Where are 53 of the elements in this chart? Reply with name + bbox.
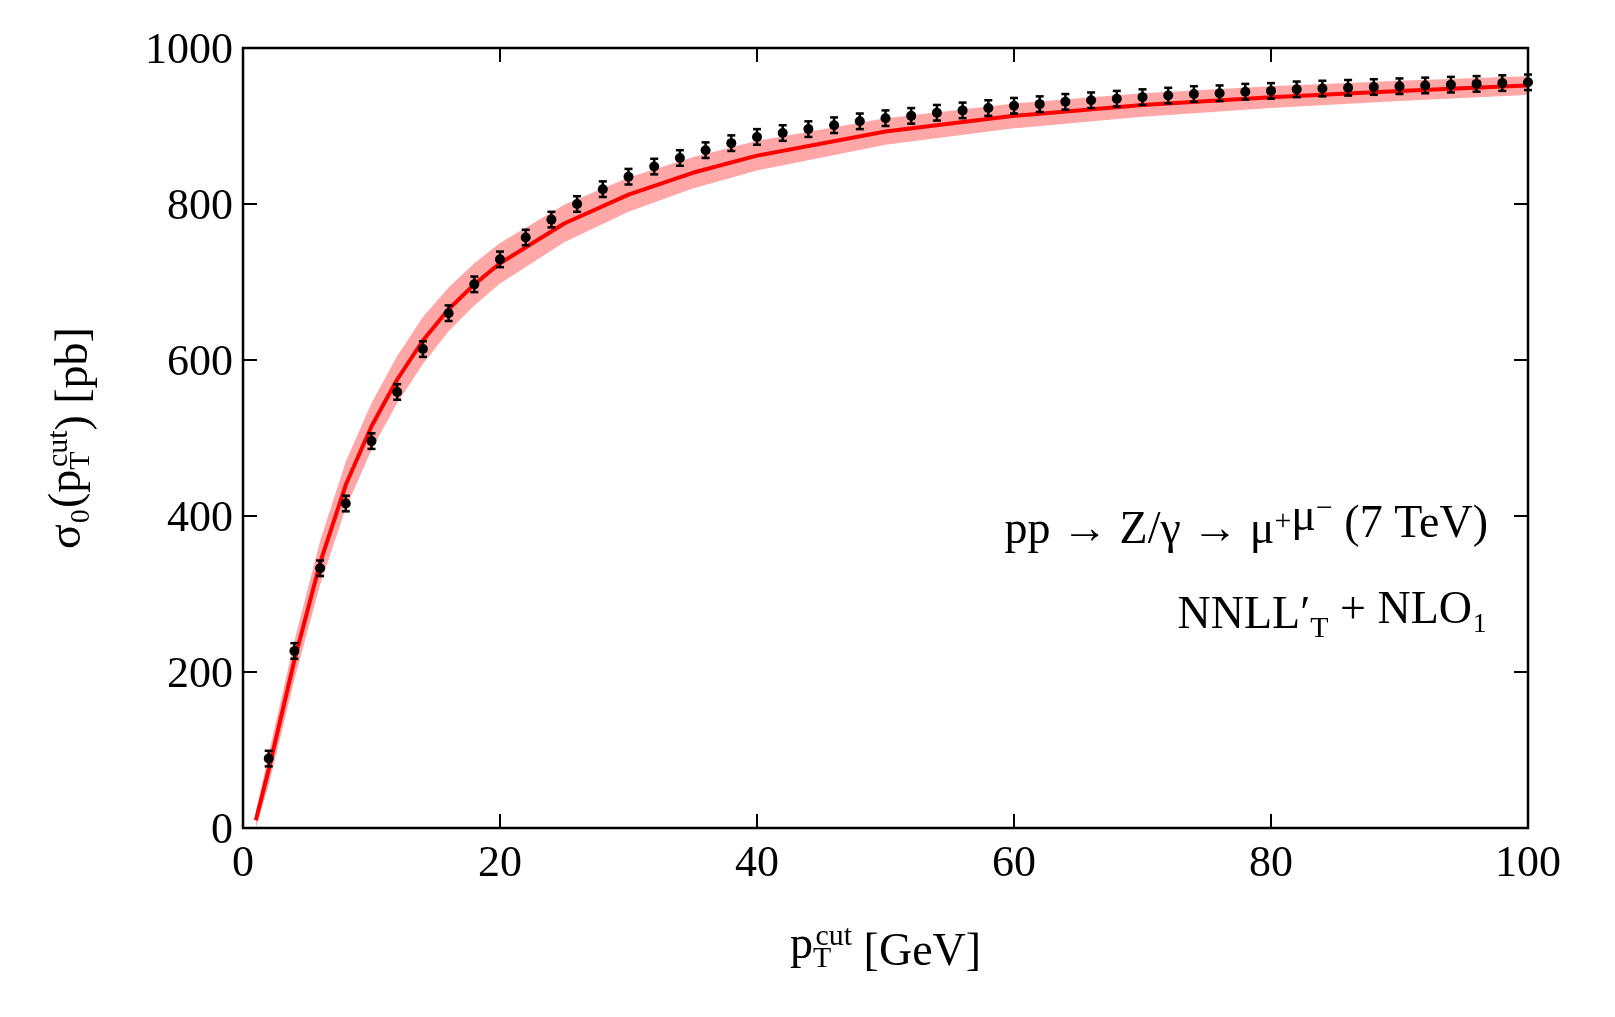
y-tick-label: 0 — [211, 804, 233, 854]
point — [906, 110, 917, 121]
point — [1394, 81, 1405, 92]
point — [417, 344, 428, 355]
point — [520, 232, 531, 243]
point — [880, 113, 891, 124]
y-tick-label: 800 — [167, 180, 233, 230]
point — [1163, 90, 1174, 101]
point — [289, 645, 300, 656]
point — [1445, 79, 1456, 90]
x-axis-title: p$_{T}$$^{cut}$ [GeV] — [789, 917, 982, 976]
point — [597, 184, 608, 195]
point — [649, 161, 660, 172]
point — [315, 563, 326, 574]
x-tick-label: 60 — [992, 837, 1036, 886]
point — [1214, 88, 1225, 99]
point — [854, 116, 865, 127]
point — [1420, 80, 1431, 91]
point — [340, 498, 351, 509]
point — [1240, 86, 1251, 97]
x-tick-label: 40 — [735, 837, 779, 886]
point — [700, 145, 711, 156]
x-tick-label: 80 — [1249, 837, 1293, 886]
x-tick-label: 100 — [1495, 837, 1561, 886]
point — [1137, 92, 1148, 103]
point — [546, 214, 557, 225]
x-tick-label: 20 — [478, 837, 522, 886]
point — [1471, 78, 1482, 89]
point — [726, 138, 737, 149]
y-tick-label: 1000 — [145, 24, 233, 74]
point — [469, 279, 480, 290]
y-tick-label: 400 — [167, 492, 233, 542]
point — [1497, 78, 1508, 89]
point — [1343, 82, 1354, 93]
y-tick-label: 600 — [167, 336, 233, 386]
point — [623, 171, 634, 182]
point — [957, 105, 968, 116]
point — [263, 753, 274, 764]
point — [1291, 84, 1302, 95]
annotation: pp → Z/γ → μ$^{+}$μ$^{−}$ (7 TeV) — [1004, 488, 1488, 553]
point — [1086, 95, 1097, 106]
point — [829, 120, 840, 131]
point — [1111, 93, 1122, 104]
point — [983, 103, 994, 114]
point — [443, 308, 454, 319]
point — [1317, 83, 1328, 94]
y-tick-label: 200 — [167, 648, 233, 698]
annotation: NNLL′$_{T}$ + NLO₁ — [1177, 582, 1488, 643]
point — [1034, 99, 1045, 110]
point — [366, 436, 377, 447]
point — [931, 107, 942, 118]
point — [1060, 96, 1071, 107]
point — [803, 124, 814, 135]
